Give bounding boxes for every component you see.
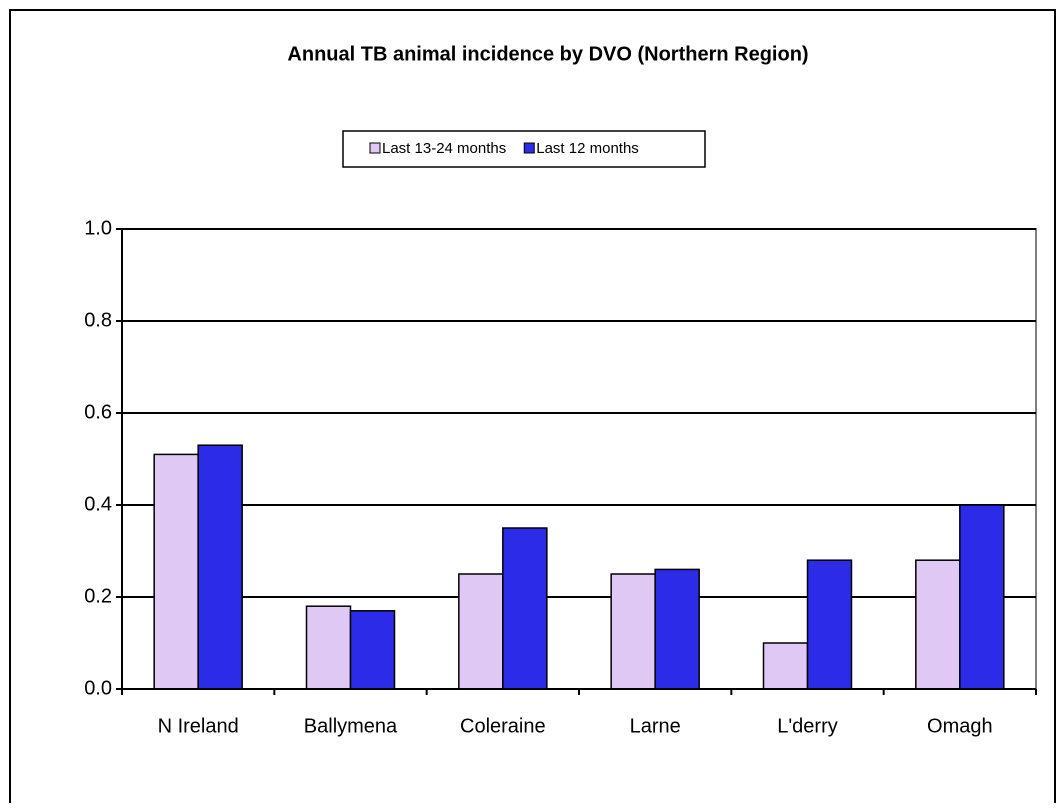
x-tick-label: Ballymena xyxy=(304,715,398,737)
bar xyxy=(349,610,396,690)
chart-title: Annual TB animal incidence by DVO (North… xyxy=(287,43,808,65)
bar xyxy=(915,559,961,690)
x-tick-label: N Ireland xyxy=(158,715,239,737)
legend-label: Last 13-24 months xyxy=(382,140,506,157)
bar xyxy=(762,642,809,690)
y-tick-label: 0.6 xyxy=(84,401,112,423)
bar xyxy=(959,504,1005,690)
bar xyxy=(610,573,656,690)
y-tick-label: 0.4 xyxy=(84,493,112,515)
x-tick-label: L'derry xyxy=(777,715,838,737)
bar xyxy=(305,605,352,690)
x-tick-label: Coleraine xyxy=(460,715,546,737)
y-tick-label: 1.0 xyxy=(84,217,112,239)
x-tick-label: Larne xyxy=(630,715,681,737)
legend-swatch xyxy=(523,142,535,154)
legend-swatch xyxy=(369,142,381,154)
y-tick-label: 0.8 xyxy=(84,309,112,331)
x-tick-label: Omagh xyxy=(927,715,993,737)
bar xyxy=(502,527,548,690)
bar xyxy=(197,444,243,690)
legend-label: Last 12 months xyxy=(536,140,639,157)
bar xyxy=(458,573,504,690)
bar xyxy=(153,453,199,690)
y-tick-label: 0.0 xyxy=(84,677,112,699)
bar xyxy=(806,559,853,690)
bar xyxy=(654,568,700,690)
y-tick-label: 0.2 xyxy=(84,585,112,607)
